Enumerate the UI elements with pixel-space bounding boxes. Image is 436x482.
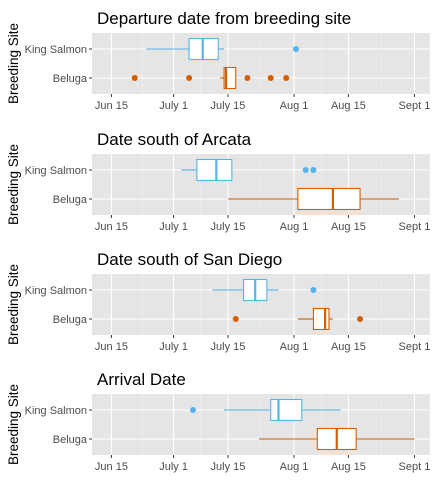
outlier-point xyxy=(186,75,193,81)
x-tick-label: Sept 1 xyxy=(399,221,431,233)
y-axis-label: Breeding Site xyxy=(6,23,21,104)
x-tick-label: Aug 15 xyxy=(331,100,366,112)
x-tick-label: Jun 15 xyxy=(95,100,128,112)
boxplot-beluga xyxy=(232,307,364,331)
x-tick-label: July 1 xyxy=(159,461,188,473)
boxplot-beluga xyxy=(227,187,399,211)
outlier-point xyxy=(131,75,138,81)
y-axis-label: Breeding Site xyxy=(6,384,21,465)
box-iqr xyxy=(223,66,237,90)
boxplot-king-salmon xyxy=(212,278,317,302)
category-label: King Salmon xyxy=(25,44,87,56)
chart-panel-2: Date south of Arcata Breeding Site Jun 15 J… xyxy=(6,130,430,233)
x-tick-label: July 15 xyxy=(211,341,246,353)
x-tick-label: Aug 1 xyxy=(280,100,309,112)
outlier-point xyxy=(310,287,317,293)
chart-panel-4: Arrival Date Breeding Site Jun 15 July 1 Jul… xyxy=(6,370,430,473)
outlier-point xyxy=(190,407,197,413)
box-iqr xyxy=(297,187,361,211)
outlier-point xyxy=(310,167,317,173)
category-label: King Salmon xyxy=(25,165,87,177)
box-iqr xyxy=(196,158,233,182)
category-label: King Salmon xyxy=(25,405,87,417)
x-tick-label: Aug 15 xyxy=(331,461,366,473)
x-tick-label: Aug 1 xyxy=(280,341,309,353)
boxplot-king-salmon xyxy=(190,398,341,422)
outlier-point xyxy=(283,75,290,81)
box-iqr xyxy=(270,398,303,422)
x-tick-label: July 1 xyxy=(159,341,188,353)
x-tick-label: Sept 1 xyxy=(399,100,431,112)
outlier-point xyxy=(357,316,364,322)
x-tick-label: Jun 15 xyxy=(95,341,128,353)
boxplot-king-salmon xyxy=(181,158,317,182)
x-tick-label: July 15 xyxy=(211,461,246,473)
boxplot-king-salmon xyxy=(146,37,299,61)
x-tick-label: July 15 xyxy=(211,100,246,112)
outlier-point xyxy=(244,75,251,81)
y-axis-label: Breeding Site xyxy=(6,264,21,345)
x-tick-label: Aug 15 xyxy=(331,221,366,233)
boxplot-beluga xyxy=(131,66,290,90)
chart-panel-1: Departure date from breeding site Breedin… xyxy=(6,9,430,112)
x-tick-label: July 15 xyxy=(211,221,246,233)
chart-panel-3: Date south of San Diego Breeding Site Jun … xyxy=(6,250,430,353)
chart-title: Date south of Arcata xyxy=(97,130,252,149)
chart-title: Arrival Date xyxy=(97,370,186,389)
y-axis-label: Breeding Site xyxy=(6,144,21,225)
x-tick-label: Aug 1 xyxy=(280,221,309,233)
boxplot-beluga xyxy=(259,427,415,451)
chart-title: Departure date from breeding site xyxy=(97,9,351,28)
box-iqr xyxy=(312,307,330,331)
outlier-point xyxy=(267,75,274,81)
category-label: Beluga xyxy=(53,314,88,326)
outlier-point xyxy=(232,316,239,322)
x-tick-label: July 1 xyxy=(159,221,188,233)
x-tick-label: Aug 1 xyxy=(280,461,309,473)
category-label: Beluga xyxy=(53,73,88,85)
outlier-point xyxy=(302,167,309,173)
category-label: Beluga xyxy=(53,194,88,206)
x-tick-label: Aug 15 xyxy=(331,341,366,353)
chart-title: Date south of San Diego xyxy=(97,250,282,269)
outlier-point xyxy=(292,46,299,52)
x-tick-label: Jun 15 xyxy=(95,461,128,473)
x-tick-label: Sept 1 xyxy=(399,461,431,473)
category-label: Beluga xyxy=(53,434,88,446)
x-tick-label: Jun 15 xyxy=(95,221,128,233)
category-label: King Salmon xyxy=(25,285,87,297)
x-tick-label: Sept 1 xyxy=(399,341,431,353)
x-tick-label: July 1 xyxy=(159,100,188,112)
